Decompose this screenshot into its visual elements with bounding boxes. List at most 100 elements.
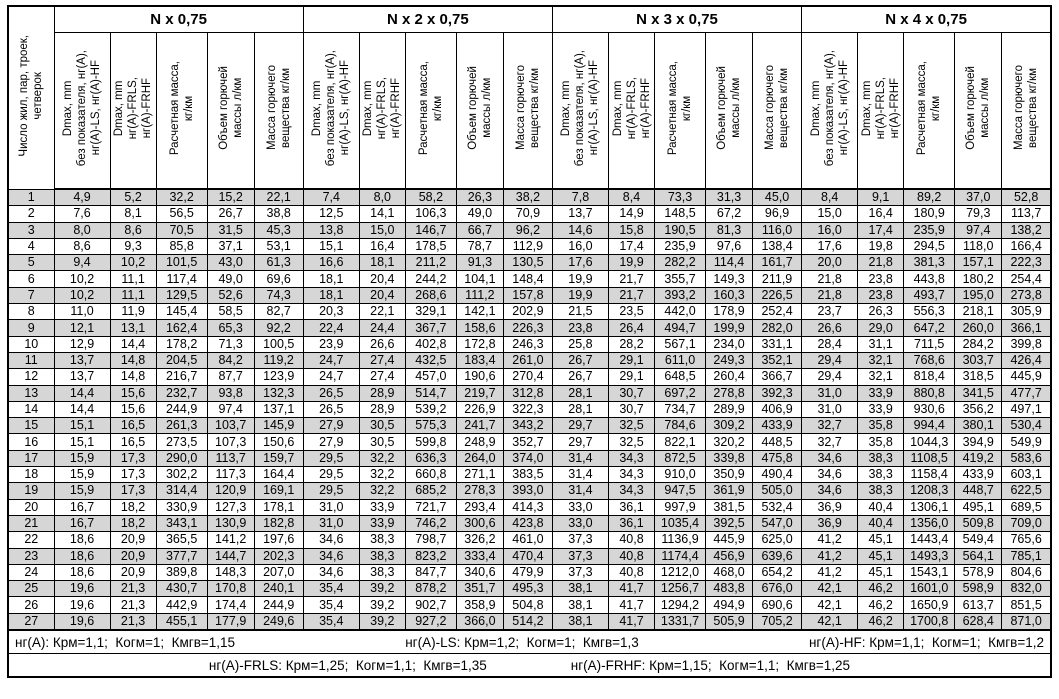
- value-cell: 709,0: [1001, 514, 1052, 533]
- value-cell: 106,3: [404, 205, 457, 223]
- value-cell: 26,7: [551, 368, 609, 386]
- value-cell: 34,3: [607, 466, 656, 484]
- value-cell: 18,1: [302, 270, 360, 288]
- value-cell: 52,6: [206, 286, 255, 305]
- value-cell: 34,6: [302, 531, 360, 549]
- value-cell: 367,7: [404, 319, 457, 337]
- value-cell: 42,1: [801, 596, 859, 614]
- value-cell: 34,6: [302, 563, 360, 582]
- value-cell: 35,8: [857, 433, 905, 451]
- value-cell: 45,1: [857, 531, 905, 549]
- value-cell: 17,3: [109, 466, 157, 484]
- table-row: 5 9,4 10,2 101,5 43,0 61,3 16,6 18,1 211,2 91,3 13…: [7, 254, 1052, 272]
- footnote-row-1: нг(А): Крм=1,1; Когм=1; Кмгв=1,15 нг(А)-…: [7, 629, 1052, 655]
- value-cell: 11,0: [53, 303, 111, 321]
- value-cell: 414,3: [502, 498, 553, 516]
- value-cell: 17,6: [551, 254, 609, 272]
- value-cell: 34,6: [801, 466, 859, 484]
- value-cell: 514,7: [404, 384, 457, 402]
- value-cell: 1044,3: [903, 433, 956, 451]
- value-cell: 222,3: [1001, 254, 1052, 272]
- value-cell: 244,9: [155, 400, 208, 419]
- value-cell: 178,1: [253, 498, 304, 516]
- col-header-label: Dmax, mm без показателя, нг(А), нг(А)-LS…: [809, 49, 850, 167]
- value-cell: 37,3: [551, 563, 609, 582]
- value-cell: 393,0: [502, 482, 553, 500]
- value-cell: 278,3: [455, 482, 504, 500]
- value-cell: 660,8: [404, 466, 457, 484]
- value-cell: 248,9: [455, 433, 504, 451]
- value-cell: 19,6: [53, 612, 111, 631]
- col-header-group2-4: Объем горючей массы л/км: [455, 32, 504, 190]
- value-cell: 13,8: [302, 221, 360, 239]
- value-cell: 170,8: [206, 580, 255, 598]
- value-cell: 28,9: [358, 384, 406, 402]
- table-row: 2 7,6 8,1 56,5 26,7 38,8 12,5 14,1 106,3 49,0 70,9…: [7, 205, 1052, 223]
- value-cell: 18,2: [109, 498, 157, 516]
- table-row: 20 16,7 18,2 330,9 127,3 178,1 31,0 33,9 721,7 29…: [7, 498, 1052, 516]
- value-cell: 549,9: [1001, 433, 1052, 451]
- value-cell: 261,0: [502, 351, 553, 370]
- value-cell: 24,4: [358, 319, 406, 337]
- value-cell: 43,0: [206, 254, 255, 272]
- value-cell: 13,7: [53, 368, 111, 386]
- col-header-label: Масса горючего вещества кг/км: [1013, 65, 1040, 151]
- value-cell: 241,7: [455, 417, 504, 435]
- value-cell: 23,8: [857, 270, 905, 288]
- value-cell: 10,2: [53, 270, 111, 288]
- value-cell: 85,8: [155, 237, 208, 256]
- value-cell: 70,5: [155, 221, 208, 239]
- value-cell: 14,6: [551, 221, 609, 239]
- col-header-label: Dmax, mm без показателя, нг(А), нг(А)-LS…: [62, 49, 103, 167]
- value-cell: 647,2: [903, 319, 956, 337]
- value-cell: 8,4: [607, 188, 656, 207]
- value-cell: 329,1: [404, 303, 457, 321]
- value-cell: 399,8: [1001, 335, 1052, 353]
- value-cell: 41,7: [607, 580, 656, 598]
- value-cell: 34,6: [302, 547, 360, 565]
- value-cell: 11,1: [109, 286, 157, 305]
- value-cell: 457,0: [404, 368, 457, 386]
- value-cell: 169,1: [253, 482, 304, 500]
- value-cell: 1543,1: [903, 563, 956, 582]
- value-cell: 38,2: [502, 188, 553, 207]
- value-cell: 36,9: [801, 514, 859, 533]
- value-cell: 27,9: [302, 433, 360, 451]
- value-cell: 235,9: [903, 221, 956, 239]
- value-cell: 33,0: [551, 514, 609, 533]
- value-cell: 177,9: [206, 612, 255, 631]
- value-cell: 21,3: [109, 596, 157, 614]
- value-cell: 37,3: [551, 547, 609, 565]
- value-cell: 29,5: [302, 449, 360, 468]
- value-cell: 433,9: [954, 466, 1003, 484]
- value-cell: 32,2: [358, 482, 406, 500]
- value-cell: 30,5: [358, 417, 406, 435]
- value-cell: 17,6: [801, 237, 859, 256]
- footnote-ng-a-hf: нг(А)-HF: Крм=1,1; Когм=1; Кмгв=1,2: [808, 634, 1044, 650]
- value-cell: 1493,3: [903, 547, 956, 565]
- value-cell: 20,9: [109, 547, 157, 565]
- value-cell: 40,4: [857, 514, 905, 533]
- table-row: 9 12,1 13,1 162,4 65,3 92,2 22,4 24,4 367,7 158,6…: [7, 319, 1052, 337]
- value-cell: 219,7: [455, 384, 504, 402]
- value-cell: 31,3: [705, 188, 754, 207]
- footnote-ng-a-ls: нг(А)-LS: Крм=1,2; Когм=1; Кмгв=1,3: [405, 634, 639, 650]
- col-header-label: Масса горючего вещества кг/км: [514, 65, 541, 151]
- value-cell: 468,0: [705, 563, 754, 582]
- value-cell: 997,9: [654, 498, 707, 516]
- value-cell: 103,7: [206, 417, 255, 435]
- value-cell: 17,4: [857, 221, 905, 239]
- value-cell: 448,5: [752, 433, 803, 451]
- col-header-label: Dmax, mm нг(А)-FRLS, нг(А)-FRHF: [362, 76, 403, 140]
- value-cell: 1700,8: [903, 612, 956, 631]
- value-cell: 1208,3: [903, 482, 956, 500]
- table-row: 3 8,0 8,6 70,5 31,5 45,3 13,8 15,0 146,7 66,7 96,2…: [7, 221, 1052, 239]
- value-cell: 14,8: [109, 368, 157, 386]
- value-cell: 178,5: [404, 237, 457, 256]
- col-header-label: Масса горючего вещества кг/км: [764, 65, 791, 151]
- value-cell: 14,4: [53, 400, 111, 419]
- value-cell: 947,5: [654, 482, 707, 500]
- value-cell: 878,2: [404, 580, 457, 598]
- value-cell: 14,1: [358, 205, 406, 223]
- value-cell: 13,1: [109, 319, 157, 337]
